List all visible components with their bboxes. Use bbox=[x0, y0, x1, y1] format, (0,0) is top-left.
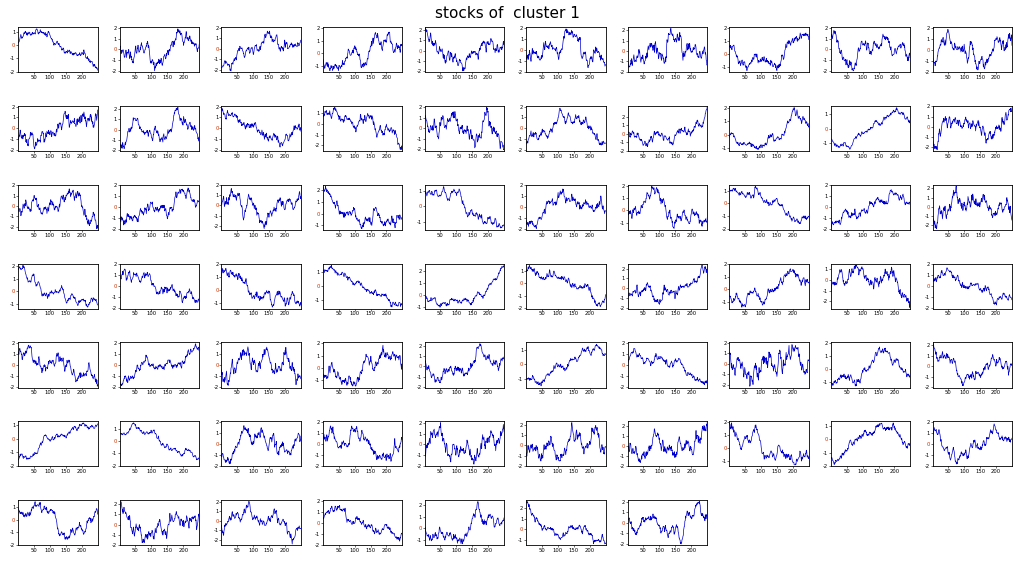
Text: stocks of  cluster 1: stocks of cluster 1 bbox=[435, 6, 579, 21]
